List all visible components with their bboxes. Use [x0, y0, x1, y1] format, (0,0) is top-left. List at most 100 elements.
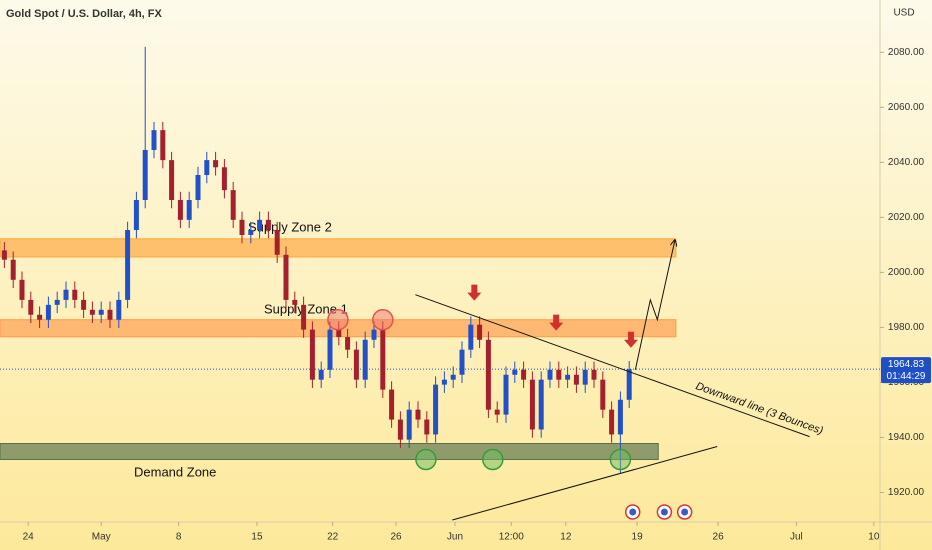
candle-body — [336, 329, 342, 338]
x-tick-label: 12:00 — [499, 532, 524, 543]
candle-body — [565, 374, 571, 380]
candle-body — [160, 130, 166, 161]
candle-body — [116, 299, 122, 320]
candle-body — [63, 289, 69, 300]
projection — [634, 240, 675, 370]
candle-body — [547, 369, 553, 380]
candle-body — [107, 309, 113, 320]
candle-body — [406, 409, 412, 440]
green-circle — [415, 448, 437, 471]
trendline — [452, 446, 718, 521]
y-tick-label: 1980.00 — [888, 322, 925, 333]
y-tick-label: 2080.00 — [888, 47, 925, 58]
trendline — [415, 294, 810, 438]
event-icon-inner — [660, 508, 668, 516]
candle-body — [283, 254, 289, 300]
x-tick-label: 19 — [632, 532, 644, 543]
candle-body — [292, 299, 298, 305]
event-icon-inner — [681, 508, 689, 516]
down-arrow — [623, 331, 638, 348]
zone — [0, 238, 677, 258]
candle-body — [477, 324, 483, 340]
x-tick-label: 15 — [251, 532, 263, 543]
y-tick-label: 2020.00 — [888, 212, 925, 223]
x-tick-label: 8 — [176, 532, 182, 543]
candle-body — [573, 374, 579, 385]
candle-body — [265, 219, 271, 231]
candle-body — [468, 324, 474, 350]
x-tick-label: Jun — [447, 532, 463, 543]
candle-body — [213, 160, 219, 168]
candle-body — [380, 329, 386, 390]
down-arrow — [467, 284, 482, 301]
candle-body — [186, 200, 192, 220]
candle-body — [591, 369, 597, 380]
candle-body — [626, 369, 632, 400]
candle-body — [169, 160, 175, 201]
event-icon-inner — [629, 508, 637, 516]
candle-body — [353, 349, 359, 380]
price-tag-value: 1964.83 — [888, 359, 925, 370]
x-tick-label: 26 — [390, 532, 402, 543]
green-circle — [482, 448, 504, 471]
x-tick-label: 10 — [868, 532, 880, 543]
candle-body — [230, 190, 236, 220]
red-circle — [372, 308, 394, 331]
candle-body — [54, 299, 60, 305]
candle-body — [204, 160, 210, 175]
candle-body — [485, 339, 491, 410]
y-tick-label: 2040.00 — [888, 157, 925, 168]
candle-body — [301, 304, 307, 330]
candle-body — [494, 409, 500, 415]
candle-body — [177, 200, 183, 220]
candle-body — [274, 230, 280, 255]
candle-body — [459, 349, 465, 375]
x-tick-label: 24 — [23, 532, 35, 543]
candle-body — [362, 339, 368, 380]
y-tick-label: 2060.00 — [888, 102, 925, 113]
candle-body — [512, 369, 518, 375]
candle-body — [239, 219, 245, 235]
candle-body — [600, 379, 606, 410]
candle-body — [582, 369, 588, 385]
candle-body — [609, 409, 615, 435]
candle-body — [19, 279, 25, 300]
candle-body — [133, 200, 139, 231]
candle-body — [28, 299, 34, 315]
y-tick-label: 1920.00 — [888, 487, 925, 498]
candle-body — [538, 379, 544, 430]
candle-body — [81, 299, 87, 310]
y-tick-label: 1940.00 — [888, 432, 925, 443]
green-circle — [609, 448, 632, 471]
candle-body — [617, 399, 623, 435]
y-tick-label: 2000.00 — [888, 267, 925, 278]
candle-body — [89, 309, 95, 315]
candle-body — [248, 230, 254, 235]
candle-body — [72, 289, 78, 300]
chart-title: Gold Spot / U.S. Dollar, 4h, FX — [6, 8, 163, 20]
zone-label: Demand Zone — [134, 464, 216, 479]
candle-body — [45, 304, 51, 320]
candle-body — [345, 337, 351, 350]
candle-body — [415, 409, 421, 420]
candle-body — [371, 329, 377, 340]
x-tick-label: 22 — [327, 532, 339, 543]
candle-body — [529, 379, 535, 430]
down-arrow — [549, 314, 564, 331]
x-tick-label: 12 — [560, 532, 572, 543]
candle-body — [257, 219, 263, 231]
candle-body — [309, 329, 315, 380]
candle-body — [327, 329, 333, 370]
candle-body — [318, 369, 324, 380]
candle-body — [195, 174, 201, 201]
candle-body — [424, 419, 430, 435]
candle-body — [503, 374, 509, 415]
candle-body — [1, 250, 7, 260]
x-tick-label: 26 — [713, 532, 725, 543]
candle-body — [37, 314, 43, 320]
price-tag-countdown: 01:44:29 — [887, 371, 926, 382]
candle-body — [151, 130, 157, 150]
candle-body — [433, 384, 439, 435]
x-tick-label: Jul — [790, 532, 803, 543]
